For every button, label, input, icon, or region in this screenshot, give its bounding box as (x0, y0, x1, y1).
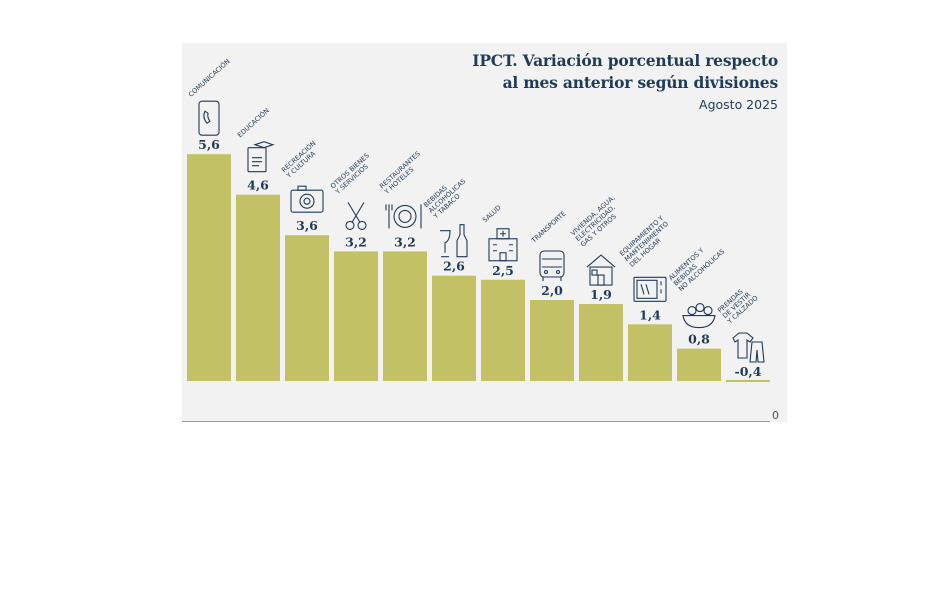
category-label-line: SALUD (481, 204, 503, 225)
bar-vivienda-agua- (579, 304, 623, 381)
bar-alimentos-y (677, 348, 721, 381)
bar-educaci-n (236, 194, 280, 381)
clothes-icon (732, 332, 765, 363)
value-label: 2,5 (492, 263, 514, 278)
value-label: 1,4 (639, 307, 661, 322)
value-label: 3,6 (296, 218, 318, 233)
value-label: -0,4 (735, 364, 762, 379)
bar-salud (481, 279, 525, 381)
value-label: 3,2 (345, 234, 367, 249)
value-label: 0,8 (688, 332, 710, 347)
bar-transporte (530, 300, 574, 381)
camera-icon (290, 185, 324, 213)
category-label: RECREACIÓNY CULTURA (279, 139, 323, 181)
microwave-icon (633, 276, 667, 302)
plate-cutlery-icon (385, 204, 422, 229)
y-axis-zero-tick: 0 (772, 409, 779, 422)
bar-prendas (726, 380, 770, 382)
category-label-line: COMUNICACIÓN (186, 57, 231, 99)
chart-title-line-1: IPCT. Variación porcentual respecto (472, 51, 778, 70)
bar-restaurantes (383, 251, 427, 381)
value-label: 2,0 (541, 283, 563, 298)
category-label: PRENDASDE VESTIRY CALZADO (715, 283, 759, 326)
category-label: ALIMENTOS YBEBIDASNO ALCOHÓLICAS (667, 236, 726, 293)
category-label-line: EDUCACIÓN (235, 106, 271, 139)
diploma-icon (247, 141, 275, 173)
value-label: 4,6 (247, 178, 269, 193)
value-label: 5,6 (198, 137, 220, 152)
bus-icon (539, 250, 565, 281)
category-label: BEBIDASALCOHÓLICASY TABACO (421, 172, 472, 221)
bar-bebidas (432, 275, 476, 381)
chart-subtitle: Agosto 2025 (699, 97, 778, 112)
category-label: EQUIPAMIENTO YMANTENIMIENTODEL HOGAR (618, 214, 676, 269)
bar-comunicaci-n (187, 154, 231, 381)
value-label: 3,2 (394, 234, 416, 249)
scissors-icon (345, 202, 367, 230)
value-label: 1,9 (590, 287, 612, 302)
category-label: VIVIENDA, AGUA,ELECTRICIDAD,GAS Y OTROS (569, 194, 626, 249)
value-label: 2,6 (443, 259, 465, 274)
bar-recreaci-n (285, 235, 329, 381)
bottle-glass-icon (440, 224, 468, 258)
chart-title-line-2: al mes anterior según divisiones (502, 73, 779, 92)
category-label: SALUD (481, 204, 503, 225)
category-label: COMUNICACIÓN (186, 57, 231, 99)
category-label: OTROS BIENESY SERVICIOS (328, 152, 376, 197)
category-label: TRANSPORTE (529, 209, 567, 245)
house-icon (586, 254, 616, 286)
food-bowl-icon (682, 303, 716, 329)
phone-icon (198, 100, 220, 136)
category-label: EDUCACIÓN (235, 106, 271, 139)
bar-equipamiento-y (628, 324, 672, 381)
bar-otros-bienes (334, 251, 378, 381)
category-label-line: TRANSPORTE (529, 209, 567, 245)
category-label: RESTAURANTESY HOTELES (377, 150, 427, 197)
hospital-icon (488, 228, 518, 262)
x-axis-line (182, 421, 770, 422)
